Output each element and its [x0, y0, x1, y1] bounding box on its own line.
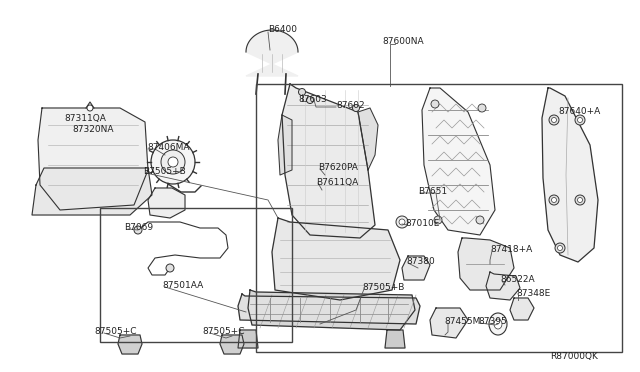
- Circle shape: [478, 104, 486, 112]
- Circle shape: [575, 115, 585, 125]
- Circle shape: [555, 243, 565, 253]
- Circle shape: [161, 150, 185, 174]
- Circle shape: [577, 118, 582, 122]
- Polygon shape: [486, 272, 520, 300]
- Text: 86522A: 86522A: [500, 276, 534, 285]
- Text: B7611QA: B7611QA: [316, 177, 358, 186]
- Text: 87348E: 87348E: [516, 289, 550, 298]
- Circle shape: [431, 100, 439, 108]
- Text: 87010E: 87010E: [405, 219, 440, 228]
- Ellipse shape: [489, 313, 507, 335]
- Polygon shape: [542, 88, 598, 262]
- Circle shape: [396, 216, 408, 228]
- Polygon shape: [430, 308, 468, 338]
- Polygon shape: [278, 115, 292, 175]
- Text: 87455M: 87455M: [444, 317, 481, 327]
- Circle shape: [549, 195, 559, 205]
- Bar: [100, 208, 292, 342]
- Text: 87320NA: 87320NA: [72, 125, 113, 135]
- Text: 87640+A: 87640+A: [558, 108, 600, 116]
- Circle shape: [134, 226, 142, 234]
- Circle shape: [168, 157, 178, 167]
- Circle shape: [434, 216, 442, 224]
- Polygon shape: [358, 108, 378, 170]
- Text: 87600NA: 87600NA: [382, 38, 424, 46]
- Text: B6400: B6400: [268, 26, 297, 35]
- Circle shape: [476, 216, 484, 224]
- Text: 87501AA: 87501AA: [162, 282, 204, 291]
- Text: 87406MA: 87406MA: [147, 144, 189, 153]
- Text: 87311QA: 87311QA: [64, 113, 106, 122]
- Circle shape: [557, 246, 563, 250]
- Circle shape: [298, 89, 305, 96]
- Circle shape: [577, 198, 582, 202]
- Bar: [256, 84, 622, 352]
- Circle shape: [151, 140, 195, 184]
- Polygon shape: [385, 330, 405, 348]
- Circle shape: [575, 195, 585, 205]
- Text: B7620PA: B7620PA: [318, 164, 358, 173]
- Circle shape: [552, 118, 557, 122]
- Polygon shape: [402, 256, 430, 280]
- Circle shape: [307, 96, 314, 103]
- Polygon shape: [458, 238, 514, 290]
- Polygon shape: [510, 298, 534, 320]
- Polygon shape: [220, 335, 244, 354]
- Circle shape: [549, 115, 559, 125]
- Text: 87505+B: 87505+B: [362, 283, 404, 292]
- Polygon shape: [422, 88, 495, 235]
- Text: 87505+C: 87505+C: [94, 327, 136, 337]
- Circle shape: [166, 264, 174, 272]
- Ellipse shape: [494, 319, 502, 329]
- Polygon shape: [248, 290, 415, 330]
- Circle shape: [353, 105, 360, 112]
- Text: 87602: 87602: [336, 102, 365, 110]
- Text: 87380: 87380: [406, 257, 435, 266]
- Polygon shape: [272, 218, 400, 300]
- Circle shape: [87, 105, 93, 111]
- Text: R87000QK: R87000QK: [550, 352, 598, 360]
- Polygon shape: [282, 84, 375, 238]
- Polygon shape: [38, 108, 148, 210]
- Polygon shape: [148, 188, 185, 218]
- Polygon shape: [238, 294, 420, 324]
- Text: 87395: 87395: [478, 317, 507, 327]
- Circle shape: [399, 219, 405, 225]
- Text: 87418+A: 87418+A: [490, 246, 532, 254]
- Text: B7651: B7651: [418, 187, 447, 196]
- Polygon shape: [118, 335, 142, 354]
- Circle shape: [552, 198, 557, 202]
- Text: B7069: B7069: [124, 224, 153, 232]
- Text: 87603: 87603: [298, 96, 327, 105]
- Polygon shape: [238, 330, 258, 348]
- Polygon shape: [32, 168, 152, 215]
- Text: 87505+C: 87505+C: [202, 327, 244, 337]
- Text: B7505+B: B7505+B: [143, 167, 186, 176]
- Polygon shape: [246, 30, 298, 76]
